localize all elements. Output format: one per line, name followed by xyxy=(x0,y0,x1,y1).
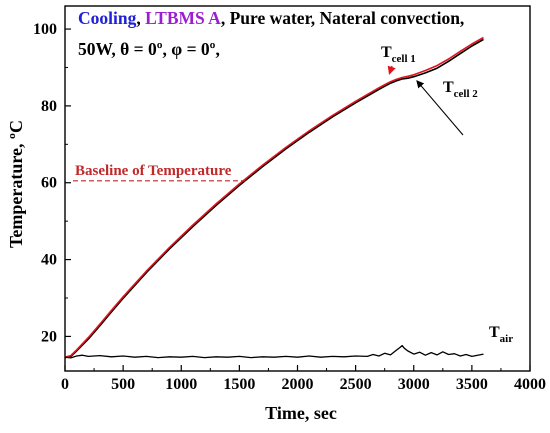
x-axis-label: Time, sec xyxy=(265,403,337,423)
y-tick-label: 100 xyxy=(33,21,57,38)
plot-area-border xyxy=(64,5,531,372)
chart-title: Cooling, LTBMS A, Pure water, Nateral co… xyxy=(78,8,464,28)
x-tick-label: 2000 xyxy=(282,376,314,393)
series-line-t-cell-1 xyxy=(64,38,484,359)
x-tick-label: 4000 xyxy=(514,376,546,393)
title-part-3: , Pure water, Nateral convection, xyxy=(221,8,464,28)
y-axis-label: Temperature, ºC xyxy=(6,120,26,248)
plot-frame xyxy=(64,5,531,372)
x-tick-label: 1000 xyxy=(165,376,197,393)
tcell2-arrow xyxy=(416,80,464,136)
tcell1-arrow xyxy=(387,65,396,75)
title-part-1: , xyxy=(136,8,145,28)
y-tick-label: 60 xyxy=(41,175,57,192)
y-tick-label: 80 xyxy=(41,98,57,115)
baseline-label: Baseline of Temperature xyxy=(75,163,232,179)
x-tick-label: 500 xyxy=(111,376,135,393)
x-tick-label: 3000 xyxy=(398,376,430,393)
x-tick-label: 1500 xyxy=(223,376,255,393)
x-tick-label: 3500 xyxy=(456,376,488,393)
baseline-group: Baseline of Temperature xyxy=(73,163,246,182)
series-line-t-cell-2 xyxy=(64,36,484,358)
title-part-0: Cooling xyxy=(78,8,137,28)
tcell2-label: Tcell 2 xyxy=(443,79,478,100)
tcell1-label: Tcell 1 xyxy=(381,44,416,65)
x-tick-label: 0 xyxy=(61,376,69,393)
series-line-t-air xyxy=(64,344,484,359)
series-layer xyxy=(64,36,484,359)
x-tick-label: 2500 xyxy=(340,376,372,393)
annotation-layer: Tcell 1 Tcell 2 Tair xyxy=(381,44,513,345)
title-part-2: LTBMS A xyxy=(145,8,221,28)
y-tick-label: 20 xyxy=(41,328,57,345)
tair-label: Tair xyxy=(489,324,513,345)
y-tick-label: 40 xyxy=(41,252,57,269)
ticks-layer: 0 500 1000 1500 2000 2500 3000 3500 4000 20 40 60 80… xyxy=(33,21,546,393)
chart-subtitle: 50W, θ = 0º, φ = 0º, xyxy=(78,39,220,59)
